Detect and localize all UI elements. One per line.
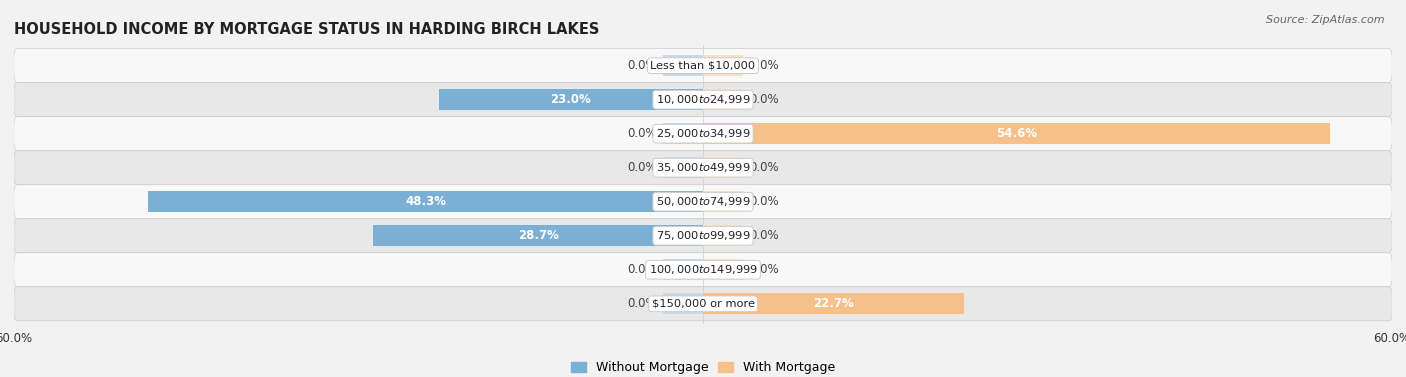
FancyBboxPatch shape <box>14 117 1392 151</box>
Text: 23.0%: 23.0% <box>551 93 592 106</box>
Bar <box>439 89 703 110</box>
Text: $25,000 to $34,999: $25,000 to $34,999 <box>655 127 751 140</box>
FancyBboxPatch shape <box>14 185 1392 219</box>
Text: 0.0%: 0.0% <box>627 59 657 72</box>
Text: 0.0%: 0.0% <box>749 93 779 106</box>
Text: $100,000 to $149,999: $100,000 to $149,999 <box>648 263 758 276</box>
FancyBboxPatch shape <box>14 287 1392 321</box>
Text: 0.0%: 0.0% <box>627 263 657 276</box>
Text: 48.3%: 48.3% <box>405 195 446 208</box>
Bar <box>703 225 744 246</box>
Text: 0.0%: 0.0% <box>627 161 657 174</box>
Bar <box>703 55 744 76</box>
FancyBboxPatch shape <box>14 219 1392 253</box>
Bar <box>662 293 703 314</box>
Text: 0.0%: 0.0% <box>749 229 779 242</box>
Bar <box>662 55 703 76</box>
Bar <box>149 191 703 212</box>
Text: Source: ZipAtlas.com: Source: ZipAtlas.com <box>1267 15 1385 25</box>
Text: 0.0%: 0.0% <box>749 161 779 174</box>
Text: 54.6%: 54.6% <box>995 127 1038 140</box>
Text: 22.7%: 22.7% <box>813 297 853 310</box>
Text: 0.0%: 0.0% <box>627 297 657 310</box>
Text: 28.7%: 28.7% <box>517 229 558 242</box>
Bar <box>703 89 744 110</box>
FancyBboxPatch shape <box>14 151 1392 185</box>
Text: 0.0%: 0.0% <box>627 127 657 140</box>
Text: 0.0%: 0.0% <box>749 263 779 276</box>
FancyBboxPatch shape <box>14 49 1392 83</box>
Text: $75,000 to $99,999: $75,000 to $99,999 <box>655 229 751 242</box>
Bar <box>662 259 703 280</box>
Bar <box>374 225 703 246</box>
Bar <box>703 293 963 314</box>
Bar <box>703 191 744 212</box>
Text: $10,000 to $24,999: $10,000 to $24,999 <box>655 93 751 106</box>
FancyBboxPatch shape <box>14 253 1392 287</box>
Text: 0.0%: 0.0% <box>749 59 779 72</box>
Bar <box>703 123 1330 144</box>
Legend: Without Mortgage, With Mortgage: Without Mortgage, With Mortgage <box>565 356 841 377</box>
Bar <box>662 123 703 144</box>
Text: $35,000 to $49,999: $35,000 to $49,999 <box>655 161 751 174</box>
Bar <box>703 157 744 178</box>
Text: $150,000 or more: $150,000 or more <box>651 299 755 309</box>
Text: Less than $10,000: Less than $10,000 <box>651 61 755 70</box>
FancyBboxPatch shape <box>14 83 1392 117</box>
Bar <box>662 157 703 178</box>
Text: 0.0%: 0.0% <box>749 195 779 208</box>
Text: $50,000 to $74,999: $50,000 to $74,999 <box>655 195 751 208</box>
Bar <box>703 259 744 280</box>
Text: HOUSEHOLD INCOME BY MORTGAGE STATUS IN HARDING BIRCH LAKES: HOUSEHOLD INCOME BY MORTGAGE STATUS IN H… <box>14 22 599 37</box>
